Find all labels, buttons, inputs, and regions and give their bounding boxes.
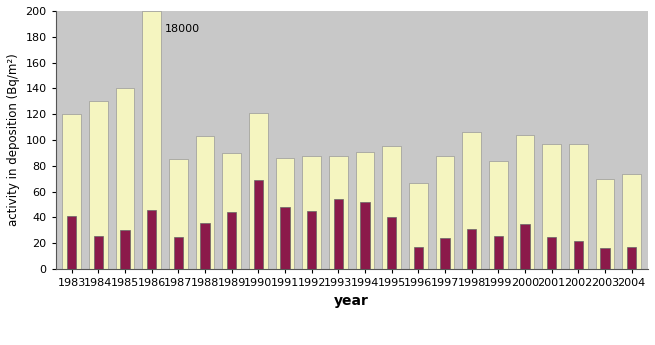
Bar: [276, 158, 294, 269]
Bar: [494, 236, 503, 269]
X-axis label: year: year: [334, 294, 369, 308]
Bar: [174, 237, 183, 269]
Bar: [227, 212, 236, 269]
Bar: [62, 114, 81, 269]
Bar: [409, 183, 428, 269]
Bar: [515, 135, 534, 269]
Bar: [520, 224, 530, 269]
Bar: [622, 174, 641, 269]
Bar: [196, 136, 214, 269]
Bar: [89, 101, 107, 269]
Bar: [356, 152, 374, 269]
Bar: [249, 113, 268, 269]
Bar: [169, 159, 187, 269]
Bar: [440, 238, 449, 269]
Bar: [329, 156, 348, 269]
Bar: [142, 11, 161, 269]
Bar: [436, 156, 455, 269]
Bar: [360, 202, 369, 269]
Y-axis label: activity in deposition (Bq/m²): activity in deposition (Bq/m²): [7, 53, 20, 226]
Bar: [383, 147, 401, 269]
Bar: [414, 247, 423, 269]
Bar: [303, 156, 321, 269]
Bar: [222, 153, 241, 269]
Bar: [253, 180, 263, 269]
Bar: [569, 144, 588, 269]
Bar: [307, 211, 316, 269]
Bar: [489, 161, 508, 269]
Bar: [387, 217, 396, 269]
Bar: [574, 241, 583, 269]
Bar: [200, 223, 210, 269]
Bar: [280, 207, 290, 269]
Bar: [595, 179, 614, 269]
Bar: [94, 236, 103, 269]
Bar: [67, 216, 77, 269]
Bar: [627, 247, 636, 269]
Bar: [542, 144, 561, 269]
Text: 18000: 18000: [165, 24, 200, 34]
Bar: [121, 230, 130, 269]
Bar: [547, 237, 556, 269]
Bar: [147, 210, 157, 269]
Bar: [462, 132, 481, 269]
Bar: [601, 248, 610, 269]
Bar: [333, 199, 343, 269]
Bar: [116, 88, 134, 269]
Bar: [467, 229, 476, 269]
